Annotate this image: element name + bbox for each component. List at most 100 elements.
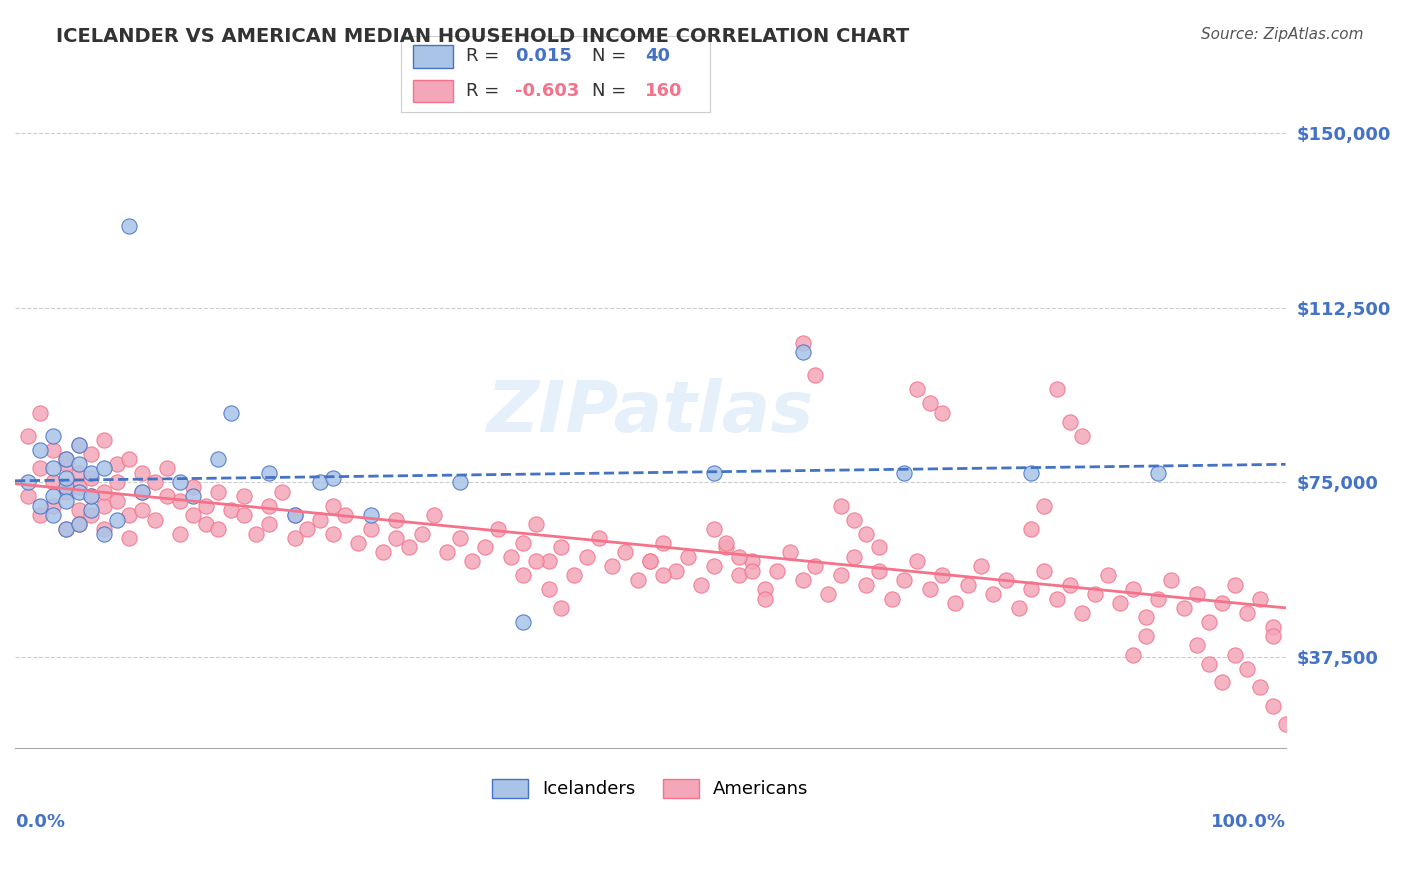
Point [792,345,814,359]
Point [67,466,90,480]
Point [181,480,204,494]
Point [131,466,153,480]
Point [1046,591,1069,606]
Point [232,489,254,503]
Point [67,438,90,452]
Point [537,582,560,597]
Point [1261,698,1284,713]
Point [1033,499,1056,513]
Point [842,549,865,564]
Point [42,429,65,443]
Point [562,568,585,582]
Point [42,461,65,475]
Point [67,457,90,471]
Point [1122,648,1144,662]
Point [42,508,65,522]
Point [55,484,77,499]
Point [55,494,77,508]
Point [17,489,39,503]
Point [1160,573,1182,587]
Point [207,484,229,499]
Point [131,503,153,517]
Point [80,489,103,503]
Point [297,522,319,536]
Point [550,601,572,615]
Point [1147,591,1170,606]
Point [309,512,332,526]
Point [55,452,77,467]
Point [1261,619,1284,633]
Point [270,484,292,499]
Point [385,512,408,526]
Point [638,554,661,568]
Point [80,466,103,480]
Point [105,494,128,508]
Point [360,508,382,522]
Point [373,545,395,559]
Point [512,536,534,550]
Point [1274,717,1296,731]
Point [67,480,90,494]
Text: ZIPatlas: ZIPatlas [486,378,814,447]
Point [105,475,128,490]
Point [283,508,305,522]
Point [55,457,77,471]
Point [728,549,751,564]
Point [754,591,776,606]
Point [804,559,827,574]
Point [169,494,191,508]
Point [995,573,1018,587]
Point [1211,675,1233,690]
Point [17,475,39,490]
Point [461,554,484,568]
Point [93,522,115,536]
Point [905,382,928,396]
Point [880,591,903,606]
Point [30,461,52,475]
Point [716,541,738,555]
Point [219,503,242,517]
Point [868,564,890,578]
Point [1059,578,1081,592]
Point [55,452,77,467]
Point [55,480,77,494]
Point [855,526,877,541]
Point [169,526,191,541]
Point [716,536,738,550]
Point [30,442,52,457]
Point [347,536,370,550]
Point [728,568,751,582]
Point [309,475,332,490]
Point [703,559,725,574]
Point [918,582,941,597]
Point [1147,466,1170,480]
Point [156,489,179,503]
Point [499,549,522,564]
Point [626,573,648,587]
Point [30,508,52,522]
Point [1211,596,1233,610]
Point [1046,382,1069,396]
Point [245,526,267,541]
Point [524,517,547,532]
Point [588,531,610,545]
Point [893,573,915,587]
Point [93,434,115,448]
Point [474,541,496,555]
Point [1097,568,1119,582]
Point [943,596,966,610]
Point [905,554,928,568]
Point [830,568,852,582]
Point [754,582,776,597]
Point [80,447,103,461]
Point [931,568,953,582]
Point [1008,601,1031,615]
Point [55,471,77,485]
Legend: Icelanders, Americans: Icelanders, Americans [485,772,815,805]
Point [67,438,90,452]
Text: Source: ZipAtlas.com: Source: ZipAtlas.com [1201,27,1364,42]
Point [449,531,471,545]
Point [842,512,865,526]
Point [423,508,446,522]
Point [1185,638,1208,652]
